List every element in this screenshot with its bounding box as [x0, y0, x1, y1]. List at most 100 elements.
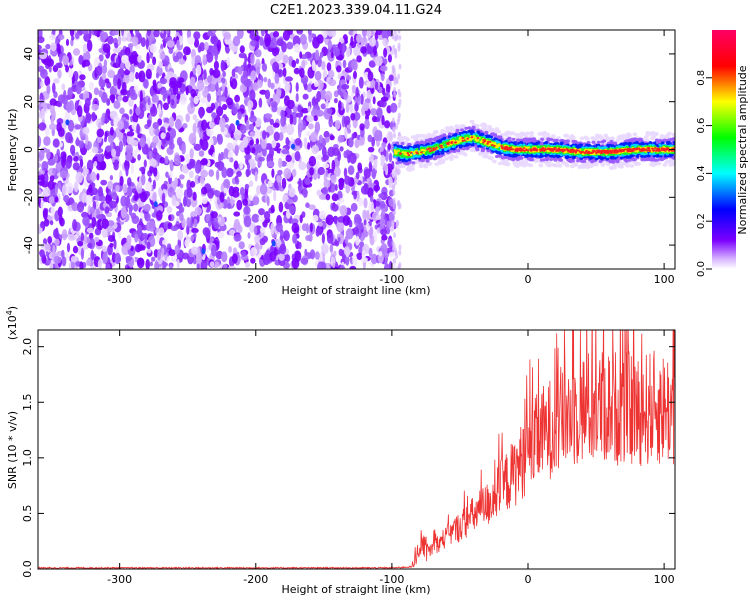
- noise-blob: [152, 179, 156, 190]
- noise-blob: [165, 171, 169, 178]
- noise-edge-blob: [391, 219, 395, 226]
- noise-blob: [355, 172, 360, 180]
- signal-pixel: [428, 137, 433, 141]
- noise-blob: [179, 212, 184, 222]
- noise-blob: [233, 222, 241, 230]
- noise-blob: [306, 131, 311, 137]
- noise-blob: [258, 156, 265, 162]
- noise-blob: [299, 67, 305, 78]
- noise-blob: [314, 70, 322, 81]
- noise-blob-strong: [153, 201, 158, 208]
- noise-blob: [230, 78, 238, 90]
- noise-blob: [367, 187, 374, 198]
- signal-pixel: [598, 134, 603, 139]
- noise-blob: [173, 154, 181, 166]
- noise-blob: [43, 218, 50, 227]
- noise-blob: [194, 163, 201, 174]
- noise-blob: [262, 130, 267, 140]
- noise-blob: [96, 214, 103, 220]
- noise-blob: [286, 41, 294, 50]
- noise-blob: [100, 179, 108, 186]
- noise-blob: [187, 36, 195, 45]
- noise-blob: [252, 196, 260, 206]
- noise-blob: [332, 147, 340, 156]
- noise-blob: [267, 160, 275, 168]
- noise-blob: [325, 193, 331, 201]
- noise-blob: [208, 169, 214, 177]
- noise-blob: [353, 190, 357, 200]
- noise-blob: [104, 112, 108, 125]
- noise-blob: [243, 215, 252, 228]
- noise-blob: [279, 229, 284, 236]
- noise-blob: [115, 184, 120, 192]
- noise-edge-blob: [397, 88, 401, 95]
- signal-pixel: [516, 132, 522, 137]
- signal-pixel: [511, 158, 515, 162]
- noise-blob: [319, 210, 326, 220]
- noise-blob: [295, 82, 299, 93]
- noise-edge-blob: [391, 184, 395, 191]
- noise-blob: [353, 70, 357, 80]
- noise-blob: [181, 143, 186, 155]
- noise-blob: [139, 166, 146, 172]
- noise-blob: [300, 257, 309, 265]
- noise-blob: [65, 182, 74, 194]
- signal-pixel: [569, 136, 575, 141]
- noise-blob: [254, 171, 258, 182]
- noise-blob: [338, 248, 344, 257]
- noise-blob: [231, 253, 238, 264]
- signal-pixel: [651, 134, 657, 139]
- noise-edge-blob: [397, 102, 401, 109]
- signal-pixel: [460, 124, 465, 128]
- noise-blob: [333, 216, 338, 225]
- noise-blob: [190, 96, 194, 109]
- noise-blob: [387, 54, 392, 63]
- noise-blob: [383, 58, 388, 65]
- noise-blob: [113, 239, 117, 250]
- noise-blob: [170, 225, 179, 231]
- signal-pixel: [434, 162, 440, 167]
- noise-blob: [61, 83, 66, 91]
- noise-blob: [190, 88, 196, 98]
- noise-blob: [47, 180, 55, 190]
- noise-blob: [342, 59, 347, 69]
- noise-blob: [158, 60, 163, 69]
- noise-blob: [331, 107, 336, 114]
- noise-blob: [278, 157, 283, 169]
- noise-blob: [84, 97, 91, 108]
- noise-blob: [168, 116, 175, 128]
- noise-blob: [355, 86, 359, 98]
- noise-blob: [346, 75, 352, 81]
- noise-blob: [214, 161, 220, 168]
- noise-blob: [314, 80, 319, 88]
- noise-blob: [381, 234, 388, 241]
- noise-blob: [333, 250, 337, 257]
- noise-blob: [207, 93, 211, 103]
- noise-blob: [283, 54, 289, 64]
- noise-blob: [326, 233, 334, 244]
- noise-blob: [232, 106, 238, 115]
- noise-blob: [48, 196, 55, 204]
- noise-blob: [380, 96, 389, 102]
- noise-blob: [306, 83, 313, 93]
- noise-blob: [62, 55, 69, 66]
- signal-pixel: [497, 161, 503, 166]
- noise-blob: [152, 79, 157, 86]
- noise-edge-blob: [393, 91, 397, 98]
- noise-blob: [95, 65, 103, 76]
- noise-blob: [386, 131, 394, 143]
- noise-blob: [70, 144, 76, 155]
- noise-blob: [259, 183, 268, 195]
- signal-pixel: [585, 137, 590, 142]
- noise-blob: [74, 124, 82, 130]
- noise-blob: [248, 195, 252, 201]
- noise-blob: [215, 81, 219, 92]
- noise-blob: [57, 127, 65, 137]
- noise-blob: [124, 242, 132, 250]
- noise-edge-blob: [397, 199, 401, 206]
- noise-blob: [251, 147, 256, 154]
- noise-blob: [169, 170, 173, 179]
- noise-blob: [70, 255, 78, 263]
- noise-blob: [104, 78, 110, 84]
- noise-blob: [146, 52, 150, 64]
